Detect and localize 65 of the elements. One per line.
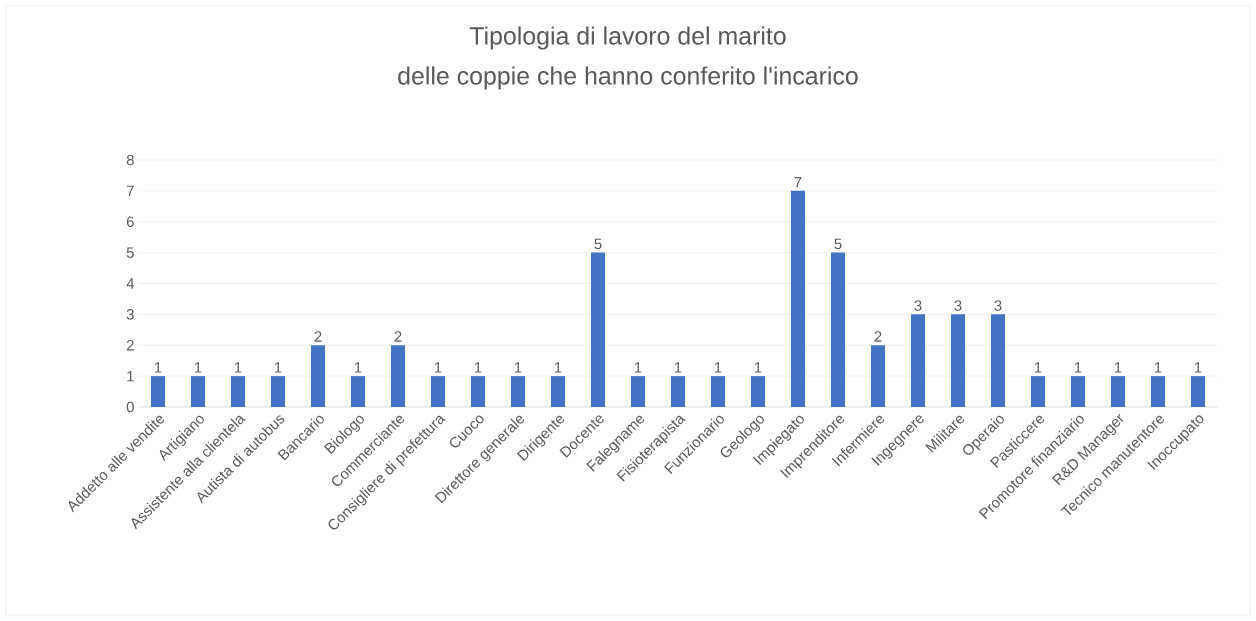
data-label: 5 (834, 238, 842, 250)
bar (990, 314, 1005, 407)
data-label: 1 (674, 362, 682, 373)
bar (751, 376, 765, 407)
data-label: 5 (594, 238, 602, 250)
bar (191, 376, 206, 407)
data-label: 1 (1034, 362, 1042, 373)
data-label: 3 (994, 300, 1002, 311)
data-label: 1 (554, 362, 562, 373)
data-label: 1 (1074, 362, 1082, 373)
data-label: 1 (634, 362, 642, 373)
data-label: 1 (514, 362, 522, 373)
bar (1150, 376, 1165, 407)
data-label: 1 (155, 362, 162, 373)
data-label: 1 (714, 362, 722, 373)
data-label: 1 (1154, 362, 1162, 373)
bar (511, 376, 525, 407)
bar (1110, 376, 1125, 407)
y-tick-label: 8 (126, 154, 134, 166)
bar (910, 314, 925, 407)
data-label: 1 (274, 362, 282, 373)
bar (711, 376, 725, 407)
data-label: 1 (754, 362, 762, 373)
y-tick-label: 0 (126, 401, 134, 413)
bar (791, 190, 805, 407)
bar (1070, 376, 1085, 407)
data-label: 3 (954, 300, 962, 311)
bar (271, 376, 286, 407)
y-tick-label: 3 (126, 309, 134, 320)
data-label: 3 (914, 300, 922, 311)
data-label: 2 (874, 331, 882, 342)
bar (471, 376, 485, 407)
bar (1030, 376, 1045, 407)
y-tick-label: 7 (126, 185, 134, 196)
y-tick-label: 6 (126, 216, 134, 228)
chart-subtitle: delle coppie che hanno conferito l'incarico (398, 66, 858, 90)
data-label: 1 (1194, 362, 1202, 373)
bar (231, 376, 246, 407)
bar (1190, 376, 1205, 407)
bar (671, 376, 685, 407)
bar (431, 376, 445, 407)
y-tick-label: 5 (126, 247, 134, 258)
bar (351, 376, 366, 407)
y-tick-label: 4 (126, 278, 135, 289)
bar (831, 252, 845, 407)
data-label: 1 (195, 362, 202, 373)
y-tick-label: 2 (126, 340, 134, 351)
data-label: 1 (474, 362, 482, 373)
bar (551, 376, 565, 407)
bar (391, 345, 406, 407)
bar (591, 252, 605, 407)
data-label: 1 (434, 362, 442, 373)
data-label: 7 (794, 177, 802, 188)
chart-title: Tipologia di lavoro del marito (469, 26, 786, 50)
bar (151, 376, 166, 407)
data-label: 2 (314, 331, 322, 342)
bar (870, 345, 885, 407)
bar (950, 314, 965, 407)
data-label: 2 (394, 331, 402, 342)
bar (311, 345, 326, 407)
data-label: 1 (1114, 362, 1122, 373)
bar (631, 376, 645, 407)
data-label: 1 (234, 362, 242, 373)
data-label: 1 (354, 362, 362, 373)
y-tick-label: 1 (127, 370, 134, 382)
